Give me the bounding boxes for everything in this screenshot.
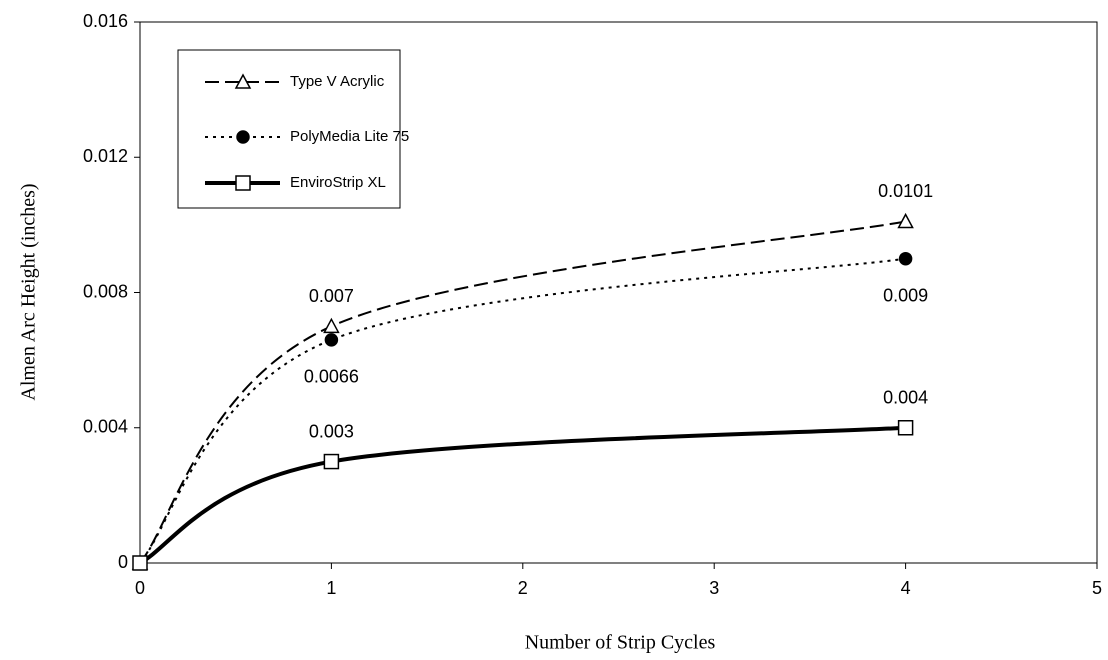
marker xyxy=(897,420,914,436)
legend-label: PolyMedia Lite 75 xyxy=(290,128,409,145)
series-line xyxy=(139,220,906,564)
x-tick-label: 1 xyxy=(326,578,336,598)
marker xyxy=(234,73,252,89)
marker xyxy=(132,555,148,571)
data-label: 0.0101 xyxy=(878,181,933,201)
legend-label: Type V Acrylic xyxy=(290,73,385,90)
x-axis-title: Number of Strip Cycles xyxy=(525,632,716,654)
x-tick-label: 0 xyxy=(135,578,145,598)
x-tick-label: 2 xyxy=(518,578,528,598)
y-axis-title: Almen Arc Height (inches) xyxy=(18,183,40,400)
data-label: 0.004 xyxy=(883,388,928,408)
marker xyxy=(323,317,340,334)
series-line xyxy=(139,257,906,564)
y-tick-label: 0.004 xyxy=(83,417,128,437)
marker xyxy=(898,251,913,266)
marker xyxy=(323,453,340,470)
x-tick-label: 3 xyxy=(709,578,719,598)
marker xyxy=(324,333,339,347)
series-line xyxy=(139,425,906,565)
data-label: 0.003 xyxy=(309,421,354,441)
y-tick-label: 0 xyxy=(118,552,128,572)
y-tick-label: 0.012 xyxy=(83,146,128,166)
data-label: 0.007 xyxy=(309,286,354,306)
marker xyxy=(236,130,250,144)
marker xyxy=(897,212,914,229)
x-tick-label: 4 xyxy=(901,578,911,598)
data-label: 0.009 xyxy=(883,285,928,305)
data-label: 0.0066 xyxy=(304,367,359,387)
y-tick-label: 0.008 xyxy=(83,281,128,301)
legend-label: EnviroStrip XL xyxy=(290,174,386,191)
marker xyxy=(235,175,251,191)
x-tick-label: 5 xyxy=(1092,578,1102,598)
y-tick-label: 0.016 xyxy=(83,11,128,31)
